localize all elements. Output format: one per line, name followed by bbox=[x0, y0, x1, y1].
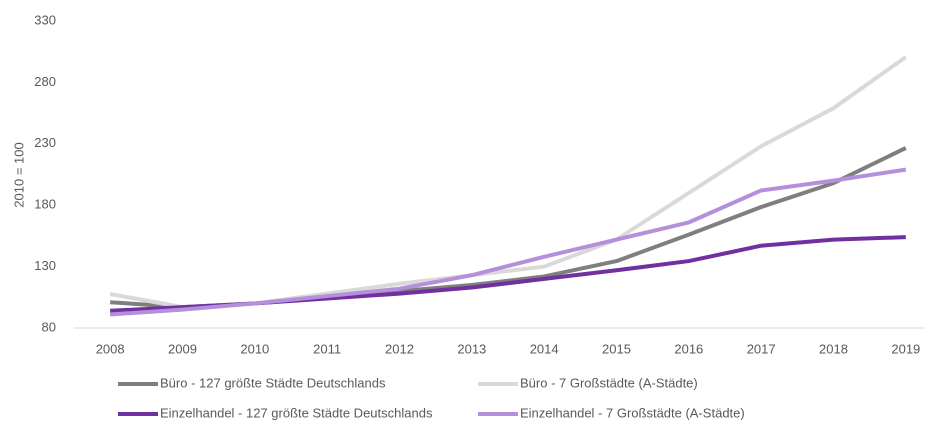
legend-label: Büro - 127 größte Städte Deutschlands bbox=[160, 375, 386, 390]
x-tick-label: 2019 bbox=[891, 341, 920, 356]
legend-label: Büro - 7 Großstädte (A-Städte) bbox=[520, 375, 698, 390]
x-tick-label: 2014 bbox=[530, 341, 559, 356]
x-tick-label: 2013 bbox=[457, 341, 486, 356]
series-line bbox=[109, 55, 907, 310]
x-tick-label: 2011 bbox=[313, 341, 341, 356]
y-tick-label: 180 bbox=[34, 197, 56, 212]
x-tick-label: 2008 bbox=[96, 341, 125, 356]
y-tick-label: 80 bbox=[42, 319, 56, 334]
y-tick-label: 280 bbox=[34, 74, 56, 89]
y-tick-label: 130 bbox=[34, 258, 56, 273]
y-tick-label: 330 bbox=[34, 12, 56, 27]
x-tick-label: 2012 bbox=[385, 341, 414, 356]
y-tick-label: 230 bbox=[34, 135, 56, 150]
series-line bbox=[110, 167, 907, 317]
x-tick-label: 2017 bbox=[747, 341, 776, 356]
x-tick-label: 2016 bbox=[674, 341, 703, 356]
x-tick-label: 2015 bbox=[602, 341, 631, 356]
x-tick-label: 2009 bbox=[168, 341, 197, 356]
legend-label: Einzelhandel - 7 Großstädte (A-Städte) bbox=[520, 405, 745, 420]
x-tick-label: 2010 bbox=[240, 341, 269, 356]
y-axis-label: 2010 = 100 bbox=[11, 142, 26, 207]
x-tick-label: 2018 bbox=[819, 341, 848, 356]
legend-label: Einzelhandel - 127 größte Städte Deutsch… bbox=[160, 405, 433, 420]
series-line bbox=[110, 235, 906, 313]
